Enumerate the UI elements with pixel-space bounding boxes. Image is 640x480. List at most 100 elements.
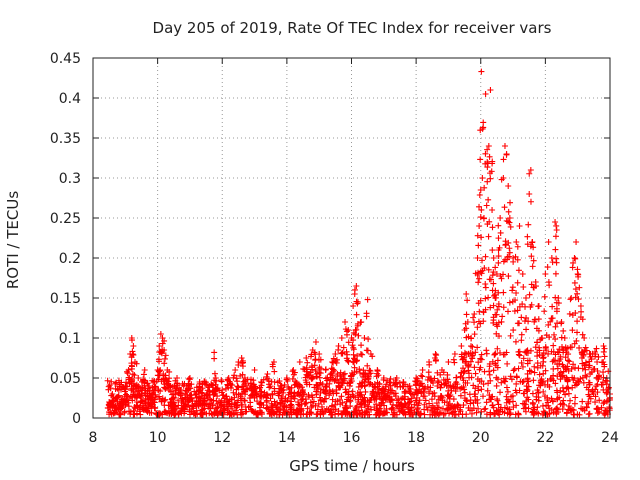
data-point-spread bbox=[579, 316, 586, 323]
data-point-spread bbox=[514, 256, 521, 263]
data-point-spread bbox=[207, 396, 214, 403]
data-point-spread bbox=[380, 390, 387, 397]
data-point-spread bbox=[519, 301, 526, 308]
x-tick-label: 14 bbox=[278, 430, 296, 446]
y-tick-label: 0 bbox=[72, 411, 81, 427]
baseline-point bbox=[133, 399, 140, 406]
data-point-spread bbox=[465, 370, 472, 377]
data-point-spread bbox=[500, 289, 507, 296]
data-point-spread bbox=[495, 303, 502, 310]
data-point-spread bbox=[120, 398, 127, 405]
data-point-spread bbox=[495, 319, 502, 326]
baseline-point bbox=[431, 389, 438, 396]
data-point-spread bbox=[348, 378, 355, 385]
data-point-spread bbox=[477, 214, 484, 221]
baseline-point bbox=[585, 400, 592, 407]
data-point-spread bbox=[307, 353, 314, 360]
baseline-point bbox=[239, 410, 246, 417]
data-point-spread bbox=[304, 359, 311, 366]
data-point-spread bbox=[354, 322, 361, 329]
data-point-spread bbox=[385, 387, 392, 394]
baseline-point bbox=[396, 379, 403, 386]
data-point-spread bbox=[477, 297, 484, 304]
baseline-point bbox=[496, 411, 503, 418]
data-point-spread bbox=[393, 379, 400, 386]
data-point-spread bbox=[465, 367, 472, 374]
baseline-point bbox=[137, 411, 144, 418]
data-point-spread bbox=[269, 391, 276, 398]
data-point-spread bbox=[201, 397, 208, 404]
baseline-point bbox=[133, 410, 140, 417]
data-point bbox=[489, 207, 496, 213]
data-point-spread bbox=[123, 368, 130, 375]
baseline-point bbox=[600, 400, 607, 407]
data-point-spread bbox=[182, 395, 189, 402]
data-point-spread bbox=[369, 353, 376, 360]
baseline-point bbox=[522, 404, 529, 411]
data-point bbox=[513, 239, 520, 245]
baseline-point bbox=[484, 387, 491, 394]
baseline-point bbox=[562, 391, 569, 398]
data-point-spread bbox=[470, 314, 477, 321]
baseline-point bbox=[332, 401, 339, 408]
baseline-point bbox=[504, 388, 511, 395]
data-point-spread bbox=[225, 398, 232, 405]
baseline-point bbox=[464, 398, 471, 405]
baseline-point bbox=[325, 406, 332, 413]
baseline-point bbox=[365, 403, 372, 410]
x-tick-label: 10 bbox=[149, 430, 167, 446]
data-point bbox=[345, 327, 352, 333]
data-point-spread bbox=[205, 384, 212, 391]
baseline-point bbox=[600, 386, 607, 393]
data-point-spread bbox=[206, 401, 213, 408]
baseline-point bbox=[455, 402, 462, 409]
baseline-point bbox=[554, 348, 561, 355]
baseline-point bbox=[476, 366, 483, 373]
baseline-point bbox=[579, 406, 586, 413]
data-point bbox=[553, 227, 560, 233]
baseline-point bbox=[494, 364, 501, 371]
data-point-spread bbox=[417, 381, 424, 388]
baseline-point bbox=[520, 390, 527, 397]
baseline-point bbox=[267, 395, 274, 402]
data-point-spread bbox=[551, 331, 558, 338]
baseline-point bbox=[489, 393, 496, 400]
data-point bbox=[464, 319, 471, 325]
baseline-point bbox=[250, 377, 257, 384]
baseline-point bbox=[287, 408, 294, 415]
baseline-point bbox=[143, 404, 150, 411]
baseline-point bbox=[264, 404, 271, 411]
data-point-spread bbox=[419, 373, 426, 380]
data-point-spread bbox=[492, 264, 499, 271]
baseline-point bbox=[506, 398, 513, 405]
baseline-point bbox=[356, 380, 363, 387]
baseline-point bbox=[535, 389, 542, 396]
baseline-point bbox=[352, 404, 359, 411]
data-point-spread bbox=[478, 206, 485, 213]
data-point-spread bbox=[162, 385, 169, 392]
baseline-point bbox=[539, 402, 546, 409]
baseline-point bbox=[545, 350, 552, 357]
data-point bbox=[458, 343, 465, 349]
data-point-spread bbox=[472, 349, 479, 356]
data-point bbox=[516, 223, 523, 229]
y-tick-label: 0.15 bbox=[50, 291, 81, 307]
baseline-point bbox=[559, 406, 566, 413]
data-point-spread bbox=[514, 243, 521, 250]
data-point-spread bbox=[129, 348, 136, 355]
baseline-point bbox=[279, 393, 286, 400]
baseline-point bbox=[353, 411, 360, 418]
data-point-spread bbox=[506, 245, 513, 252]
y-tick-label: 0.05 bbox=[50, 371, 81, 387]
data-point-spread bbox=[437, 371, 444, 378]
baseline-point bbox=[228, 385, 235, 392]
baseline-point bbox=[504, 360, 511, 367]
baseline-point bbox=[549, 398, 556, 405]
data-point-spread bbox=[487, 276, 494, 283]
baseline-point bbox=[571, 411, 578, 418]
data-point bbox=[490, 255, 497, 261]
data-point-spread bbox=[505, 239, 512, 246]
data-point-spread bbox=[283, 376, 290, 383]
baseline-point bbox=[393, 402, 400, 409]
data-point-spread bbox=[219, 392, 226, 399]
